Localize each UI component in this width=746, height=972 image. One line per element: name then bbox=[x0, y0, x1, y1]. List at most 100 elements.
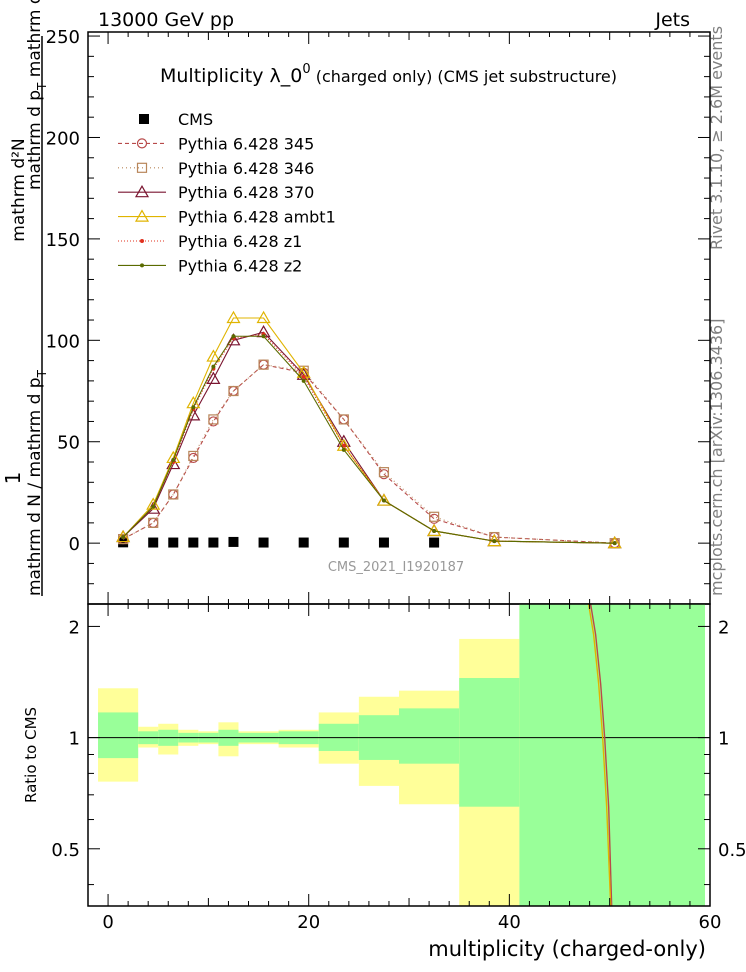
series-line-3 bbox=[122, 331, 615, 544]
ratio-ytick-label-right-0: 0.5 bbox=[718, 840, 746, 861]
series-line-2 bbox=[122, 364, 615, 544]
mcplots-label: mcplots.cern.ch [arXiv:1306.3436] bbox=[707, 319, 726, 596]
ratio-xtick-label-1: 20 bbox=[297, 912, 320, 933]
series-line-1 bbox=[122, 364, 615, 544]
ratio-xtick-label-3: 60 bbox=[699, 912, 722, 933]
ratio-stat-band-12 bbox=[519, 604, 705, 906]
series-0 bbox=[118, 536, 440, 548]
main-ylabel-numerator: mathrm d²N bbox=[9, 138, 29, 241]
chart-title-main: Multiplicity λ_0 bbox=[160, 65, 302, 87]
ratio-plot: 0.5 0.51 12 20 20 40 60 bbox=[51, 603, 746, 933]
legend-label-5: Pythia 6.428 z1 bbox=[178, 232, 302, 251]
header-right: Jets bbox=[654, 9, 690, 31]
ratio-curve-1 bbox=[587, 603, 612, 907]
ratio-xtick-label-0: 0 bbox=[102, 912, 113, 933]
series-4-point-5 bbox=[226, 310, 241, 324]
series-6-point-10 bbox=[432, 528, 437, 533]
main-ylabel-den-sub: T bbox=[35, 369, 49, 378]
series-5-point-8 bbox=[341, 443, 346, 448]
ratio-stat-band-11 bbox=[459, 678, 520, 807]
legend-label-0: CMS bbox=[178, 110, 213, 129]
series-2-point-1 bbox=[148, 517, 159, 528]
legend: CMS Pythia 6.428 345 Pythia 6.428 346 Pythi… bbox=[118, 110, 336, 275]
series-0-point-5 bbox=[228, 536, 239, 547]
series-3-point-4 bbox=[206, 371, 221, 384]
rivet-label: Rivet 3.1.10, ≥ 2.6M events bbox=[707, 26, 726, 250]
series-6-point-6 bbox=[261, 334, 266, 339]
chart-title: Multiplicity λ_00 (charged only) (CMS je… bbox=[160, 62, 617, 87]
series-5-point-7 bbox=[301, 374, 306, 379]
main-ytick-label-5: 250 bbox=[46, 27, 80, 48]
series-0-point-6 bbox=[258, 537, 269, 548]
chart-title-sup: 0 bbox=[302, 62, 310, 77]
header-left: 13000 GeV pp bbox=[98, 9, 234, 31]
series-1-point-10 bbox=[429, 513, 440, 524]
analysis-watermark: CMS_2021_I1920187 bbox=[328, 560, 464, 575]
series-0-point-7 bbox=[298, 537, 309, 548]
series-4-point-6 bbox=[256, 310, 271, 324]
ratio-ytick-label-left-2: 2 bbox=[69, 617, 80, 638]
main-ytick-label-0: 0 bbox=[69, 534, 80, 555]
series-0-point-10 bbox=[429, 537, 440, 548]
ratio-ylabel: Ratio to CMS bbox=[22, 707, 40, 803]
series-4-point-0 bbox=[116, 529, 131, 543]
main-ylabel-den2-sub: T bbox=[35, 82, 49, 91]
series-0-point-4 bbox=[208, 537, 219, 548]
chart-title-tail: (charged only) (CMS jet substructure) bbox=[311, 67, 617, 86]
series-4-point-4 bbox=[206, 349, 221, 362]
main-ytick-label-2: 100 bbox=[46, 331, 80, 352]
series-2-point-10 bbox=[429, 511, 440, 522]
main-ylabel-one: 1 bbox=[1, 472, 25, 485]
legend-label-2: Pythia 6.428 346 bbox=[178, 159, 314, 178]
series-0-point-0 bbox=[118, 537, 129, 548]
series-0-point-8 bbox=[338, 537, 349, 548]
series-2-point-4 bbox=[208, 414, 219, 425]
series-6-point-1 bbox=[151, 504, 156, 509]
series-3-point-5 bbox=[226, 333, 241, 346]
legend-marker-3 bbox=[134, 184, 150, 198]
series-6-point-8 bbox=[341, 447, 346, 452]
series-6-point-4 bbox=[211, 364, 216, 369]
legend-marker-2 bbox=[136, 162, 148, 173]
main-ylabel-denominator: mathrm d N / mathrm d pT bbox=[25, 369, 49, 596]
ratio-xtick-label-2: 40 bbox=[498, 912, 521, 933]
main-ytick-label-4: 200 bbox=[46, 128, 80, 149]
ratio-curve-0 bbox=[589, 603, 613, 907]
series-6-point-7 bbox=[301, 378, 306, 383]
series-6-point-2 bbox=[171, 457, 176, 462]
series-2-point-6 bbox=[258, 359, 269, 370]
legend-marker-6 bbox=[140, 263, 144, 268]
series-0-point-3 bbox=[188, 537, 199, 548]
legend-label-3: Pythia 6.428 370 bbox=[178, 183, 314, 202]
series-3-point-2 bbox=[166, 456, 181, 470]
series-6 bbox=[121, 334, 617, 546]
series-6-point-11 bbox=[492, 539, 497, 544]
series-6-point-0 bbox=[121, 535, 126, 540]
series-0-point-2 bbox=[168, 537, 179, 548]
series-0-point-1 bbox=[148, 537, 159, 548]
legend-marker-5 bbox=[140, 239, 144, 243]
legend-label-1: Pythia 6.428 345 bbox=[178, 134, 314, 153]
series-2-point-3 bbox=[188, 450, 199, 462]
series-6-point-3 bbox=[191, 405, 196, 410]
series-4-point-12 bbox=[607, 535, 622, 549]
main-ylabel-den-text: mathrm d N / mathrm d p bbox=[25, 377, 45, 596]
series-5 bbox=[121, 332, 617, 546]
series-1-point-1 bbox=[148, 517, 159, 528]
legend-label-4: Pythia 6.428 ambt1 bbox=[178, 208, 336, 227]
main-ylabel: 1 mathrm d²N mathrm d pT mathrm d lambda… bbox=[1, 0, 49, 596]
main-ytick-label-3: 150 bbox=[46, 230, 80, 251]
xlabel: multiplicity (charged-only) bbox=[428, 937, 706, 961]
series-line-4 bbox=[122, 317, 615, 544]
series-line-6 bbox=[122, 335, 615, 544]
series-line-5 bbox=[122, 333, 615, 544]
series-2-point-9 bbox=[378, 467, 390, 478]
series-6-point-12 bbox=[612, 541, 617, 546]
series-1 bbox=[118, 359, 620, 549]
series-2-point-5 bbox=[228, 385, 239, 397]
series-2-point-8 bbox=[338, 414, 349, 425]
main-plot: 0 50 100 150 200 250 bbox=[46, 27, 711, 605]
ratio-stat-band-10 bbox=[399, 708, 460, 764]
ratio-ytick-label-left-0: 0.5 bbox=[51, 840, 80, 861]
